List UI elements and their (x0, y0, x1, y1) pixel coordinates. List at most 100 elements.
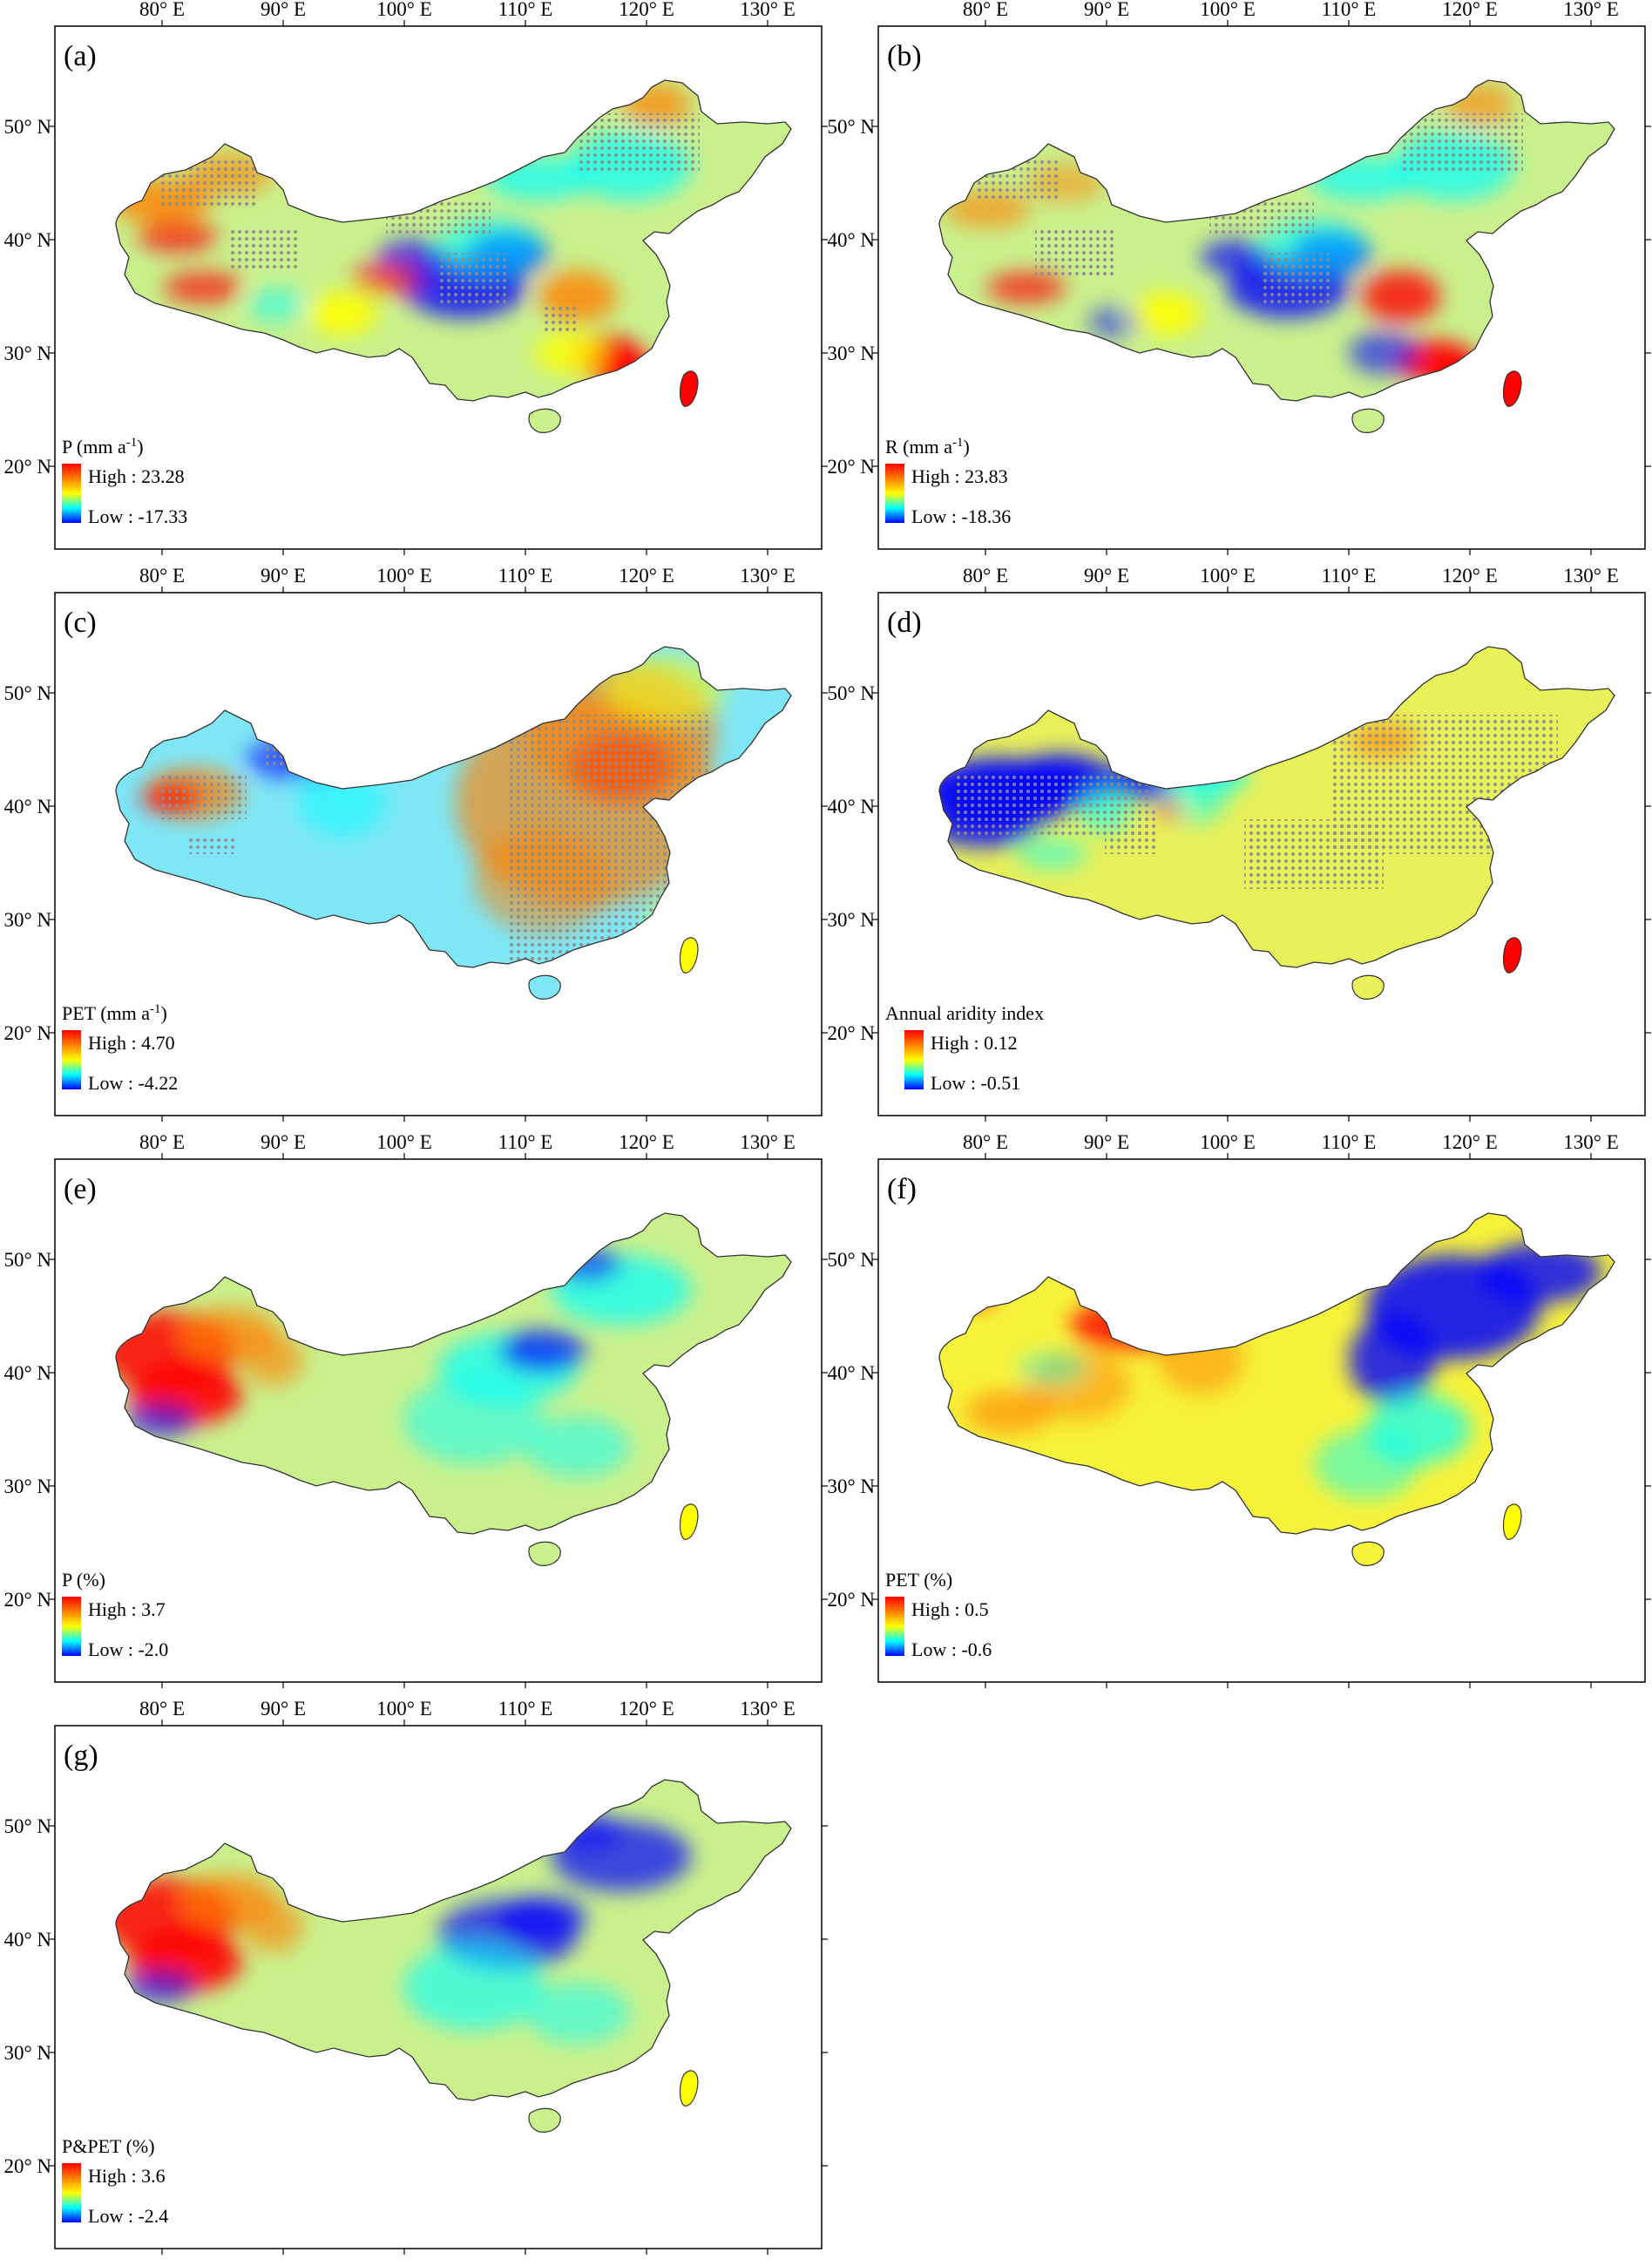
lon-tick-label: 80° E (139, 0, 185, 20)
lon-tick-label: 130° E (740, 1698, 796, 1720)
hainan-island (528, 408, 561, 433)
panel-letter: (a) (64, 40, 97, 72)
legend-low-label: Low : -0.51 (931, 1072, 1020, 1094)
lon-tick-label: 110° E (1322, 565, 1377, 587)
lat-tick-label: 50° N (3, 682, 51, 704)
lon-tick-label: 130° E (740, 0, 796, 20)
taiwan-island (1502, 937, 1522, 974)
legend: PET (%) High : 0.5 Low : -0.6 (885, 1569, 992, 1660)
significance-stipple (159, 776, 247, 819)
lon-tick-label: 90° E (1084, 565, 1129, 587)
legend: PET (mm a-1) High : 4.70 Low : -4.22 (62, 1002, 178, 1094)
legend-low-label: Low : -0.6 (911, 1638, 992, 1660)
legend: P&PET (%) High : 3.6 Low : -2.4 (62, 2135, 168, 2227)
hainan-island (528, 974, 561, 1000)
map-panel-d: 80° E 90° E 100° E 110° E 120° E 130° E 50° N 4… (827, 565, 1652, 1133)
legend: Annual aridity index High : 0.12 Low : -0.… (885, 1002, 1044, 1094)
map-svg: 80° E 90° E 100° E 110° E 120° E 130° E 50° N 4… (827, 0, 1651, 555)
lon-tick-label: 100° E (1200, 565, 1256, 587)
significance-stipple (1035, 227, 1114, 279)
taiwan-island (1502, 370, 1522, 407)
lat-tick-label: 40° N (3, 1929, 51, 1951)
map-panel-b: 80° E 90° E 100° E 110° E 120° E 130° E 50° N 4… (827, 0, 1652, 566)
lon-tick-label: 100° E (376, 565, 432, 587)
legend-high-label: High : 23.28 (88, 465, 185, 487)
legend-color-ramp (904, 1030, 924, 1089)
lon-tick-label: 100° E (376, 0, 432, 20)
lat-tick-label: 40° N (3, 229, 51, 251)
lon-tick-label: 100° E (376, 1698, 432, 1720)
lon-tick-label: 120° E (619, 0, 674, 20)
legend-color-ramp (62, 1030, 81, 1089)
legend-high-label: High : 3.7 (88, 1598, 166, 1620)
panel-letter: (b) (887, 40, 922, 72)
taiwan-island (679, 937, 699, 974)
lon-tick-label: 120° E (1442, 1131, 1498, 1153)
hainan-island (1351, 974, 1385, 1000)
legend: P (mm a-1) High : 23.28 Low : -17.33 (62, 436, 187, 527)
legend-color-ramp (885, 464, 904, 523)
lon-tick-label: 80° E (139, 565, 185, 587)
china-outline (115, 1779, 792, 2101)
lat-tick-label: 40° N (827, 796, 875, 818)
lon-tick-label: 110° E (498, 1698, 553, 1720)
legend-color-ramp (62, 2163, 81, 2222)
lon-tick-label: 100° E (1200, 0, 1256, 20)
map-panel-e: 80° E 90° E 100° E 110° E 120° E 130° E 50° N 4… (3, 1131, 832, 1700)
panel-letter: (d) (887, 607, 922, 639)
legend-title: PET (mm a-1) (62, 1002, 167, 1024)
significance-stipple (1105, 811, 1157, 854)
lon-tick-label: 100° E (376, 1131, 432, 1153)
taiwan-island (1502, 1503, 1522, 1540)
china-outline (115, 646, 792, 968)
lon-tick-label: 110° E (498, 565, 553, 587)
lon-tick-label: 130° E (1563, 0, 1619, 20)
legend-low-label: Low : -4.22 (88, 1072, 178, 1094)
lat-tick-label: 20° N (827, 1022, 875, 1044)
legend-high-label: High : 3.6 (88, 2165, 166, 2187)
lat-tick-label: 20° N (3, 456, 51, 478)
legend-color-ramp (62, 464, 81, 523)
lat-tick-label: 30° N (3, 909, 51, 931)
lat-tick-label: 50° N (3, 1815, 51, 1837)
map-svg: 80° E 90° E 100° E 110° E 120° E 130° E 50° N 4… (3, 1131, 828, 1688)
lon-tick-label: 130° E (740, 1131, 796, 1153)
lon-tick-label: 90° E (1084, 0, 1129, 20)
panel-letter: (c) (64, 607, 97, 639)
lat-tick-label: 30° N (3, 343, 51, 364)
lon-tick-label: 100° E (1200, 1131, 1256, 1153)
lon-tick-label: 90° E (1084, 1131, 1129, 1153)
panel-letter: (f) (887, 1173, 917, 1205)
lat-tick-label: 40° N (3, 796, 51, 818)
significance-stipple (543, 305, 578, 331)
legend-high-label: High : 0.12 (931, 1032, 1018, 1054)
legend-high-label: High : 0.5 (911, 1598, 989, 1620)
lon-tick-label: 130° E (740, 565, 796, 587)
lat-tick-label: 50° N (3, 116, 51, 138)
legend-title: P (%) (62, 1569, 105, 1591)
lat-tick-label: 30° N (827, 343, 875, 364)
taiwan-island (679, 1503, 699, 1540)
lon-tick-label: 120° E (619, 1131, 674, 1153)
significance-stipple (186, 837, 238, 854)
legend-low-label: Low : -18.36 (911, 505, 1011, 527)
map-svg: 80° E 90° E 100° E 110° E 120° E 130° E 50° N 4… (3, 0, 828, 555)
legend-low-label: Low : -17.33 (88, 505, 187, 527)
significance-stipple (578, 113, 700, 174)
lat-tick-label: 20° N (3, 2155, 51, 2177)
lon-tick-label: 110° E (498, 0, 553, 20)
lat-tick-label: 30° N (827, 1476, 875, 1497)
lon-tick-label: 80° E (139, 1131, 185, 1153)
legend-high-label: High : 4.70 (88, 1032, 175, 1054)
china-outline (938, 646, 1615, 968)
legend-low-label: Low : -2.0 (88, 1638, 168, 1660)
taiwan-island (679, 2070, 699, 2107)
lat-tick-label: 20° N (3, 1589, 51, 1611)
map-panel-c: 80° E 90° E 100° E 110° E 120° E 130° E 50° N 4… (3, 565, 832, 1133)
map-panel-a: 80° E 90° E 100° E 110° E 120° E 130° E 50° N 4… (3, 0, 832, 566)
lon-tick-label: 120° E (1442, 565, 1498, 587)
lon-tick-label: 120° E (619, 565, 674, 587)
china-outline (938, 1212, 1615, 1535)
legend-title: Annual aridity index (885, 1002, 1044, 1024)
significance-stipple (438, 253, 508, 305)
